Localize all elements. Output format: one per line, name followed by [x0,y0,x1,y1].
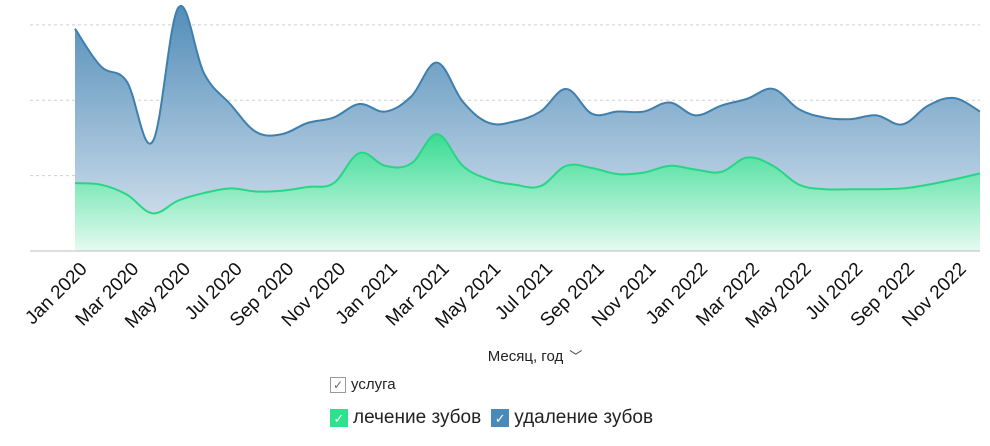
legend-checkbox-extraction[interactable]: ✓ [491,409,510,427]
chevron-down-icon[interactable]: ﹀ [569,349,583,364]
x-axis-title[interactable]: Месяц, год ﹀ [0,346,990,365]
area-treatment-line [74,133,981,215]
legend-item-extraction[interactable]: ✓ удаление зубов [491,407,653,429]
legend: ✓ лечение зубов ✓ удаление зубов [330,407,663,429]
legend-title-text: услуга [351,376,396,393]
area-treatment-fill [75,134,980,251]
legend-item-treatment[interactable]: ✓ лечение зубов [330,407,481,429]
series-areas [74,4,981,252]
x-axis-title-text: Месяц, год [487,348,564,365]
area-extraction-line [74,4,981,145]
legend-label-extraction: удаление зубов [514,407,654,428]
legend-checkbox-treatment[interactable]: ✓ [330,409,348,427]
legend-label-treatment: лечение зубов [353,407,482,428]
legend-select-all-checkbox[interactable]: ✓ [330,376,346,393]
legend-title[interactable]: ✓ услуга [330,376,396,393]
